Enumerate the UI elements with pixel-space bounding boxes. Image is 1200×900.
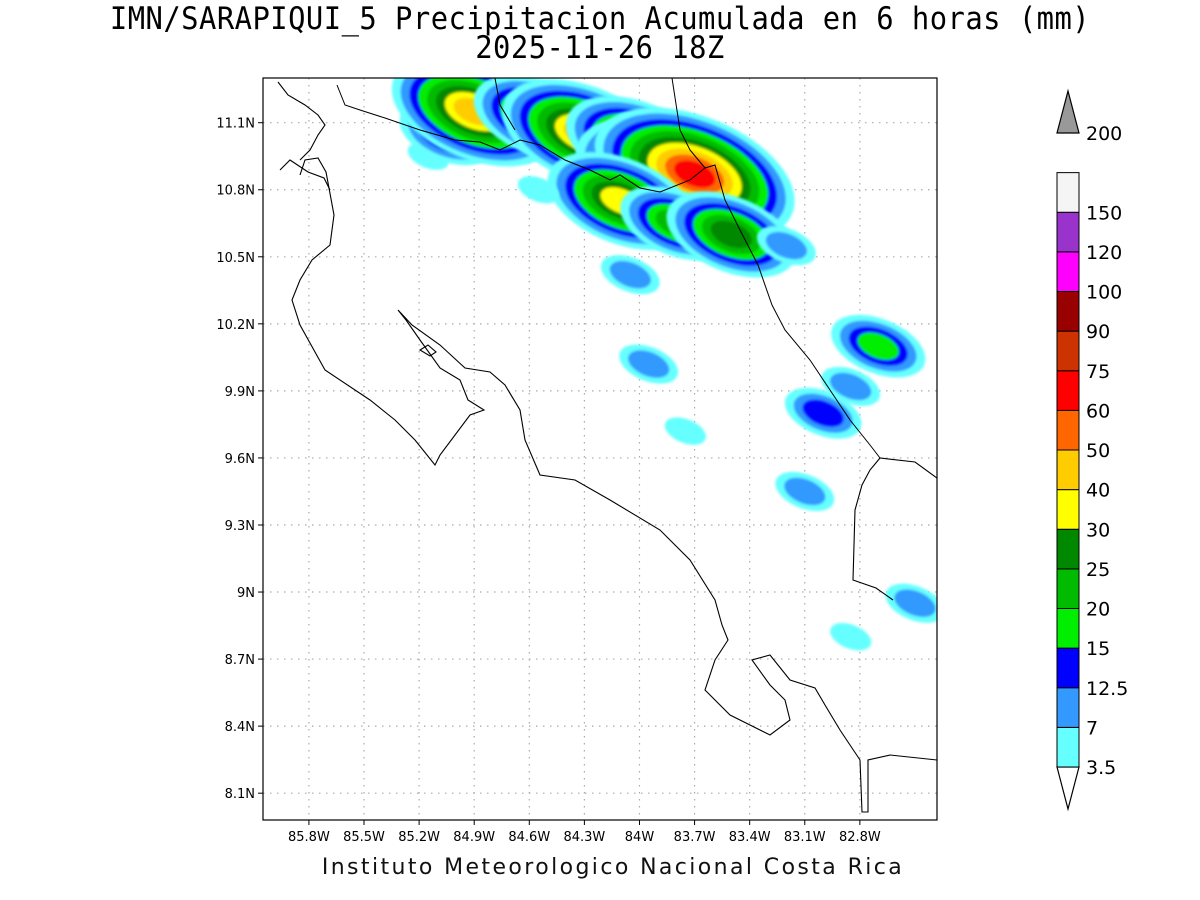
x-tick-label: 85.8W xyxy=(288,830,330,845)
credit-line: Instituto Meteorologico Nacional Costa R… xyxy=(321,855,905,880)
colorbar-label: 12.5 xyxy=(1086,678,1128,700)
colorbar-label: 100 xyxy=(1086,282,1122,304)
precip-cell xyxy=(666,191,797,278)
y-tick-label: 9.3N xyxy=(225,519,255,534)
precip-cell xyxy=(664,417,707,445)
precip-contour xyxy=(609,260,651,289)
coastline-segment xyxy=(291,157,937,813)
colorbar-label: 30 xyxy=(1086,519,1110,541)
precip-cell xyxy=(756,226,816,266)
precip-contour xyxy=(894,589,936,617)
border-line xyxy=(336,84,881,459)
coastline-segment xyxy=(279,159,331,191)
precip-contour xyxy=(857,332,899,360)
coastline xyxy=(277,78,937,813)
longitude-axis: 85.8W 85.5W 85.2W 84.9W 84.6W 84.3W 84W 83.7W 83… xyxy=(288,820,881,845)
colorbar-swatch xyxy=(1056,687,1080,728)
precip-contour xyxy=(830,623,872,651)
colorbar-label: 150 xyxy=(1086,202,1122,224)
colorbar-label: 25 xyxy=(1086,559,1110,581)
colorbar: 3.5 7 12.5 15 20 25 30 40 50 60 75 90 100 120 150 200 xyxy=(1056,88,1128,812)
colorbar-swatch xyxy=(1056,172,1080,213)
colorbar-label: 120 xyxy=(1086,242,1122,264)
precip-cell xyxy=(831,314,926,378)
precip-cell xyxy=(517,176,560,204)
colorbar-arrow-high xyxy=(1056,88,1080,134)
precip-contour xyxy=(710,220,752,249)
precip-contour xyxy=(664,417,707,445)
colorbar-swatch xyxy=(1056,251,1080,292)
colorbar-label: 60 xyxy=(1086,400,1110,422)
x-tick-label: 85.5W xyxy=(343,830,385,845)
colorbar-swatch xyxy=(1056,291,1080,332)
x-tick-label: 84.3W xyxy=(563,830,605,845)
map-title: IMN/SARAPIQUI_5 Precipitacion Acumulada … xyxy=(109,1,1091,37)
colorbar-swatch xyxy=(1056,409,1080,451)
border-line xyxy=(671,78,706,169)
y-tick-label: 11.1N xyxy=(216,117,255,132)
colorbar-swatch xyxy=(1056,211,1080,253)
y-tick-label: 8.1N xyxy=(225,787,255,802)
x-tick-label: 84.6W xyxy=(508,830,550,845)
colorbar-label: 50 xyxy=(1086,440,1110,462)
colorbar-label: 200 xyxy=(1086,123,1122,145)
colorbar-swatch xyxy=(1056,489,1080,530)
coastline-segment xyxy=(418,344,437,357)
y-tick-label: 8.7N xyxy=(225,653,255,668)
precip-cell xyxy=(775,471,835,512)
plot-frame xyxy=(262,77,938,821)
y-tick-label: 9.6N xyxy=(225,452,255,467)
colorbar-label: 75 xyxy=(1086,361,1110,383)
precip-cell xyxy=(885,583,937,623)
colorbar-swatch xyxy=(1056,568,1080,609)
precip-cell xyxy=(830,623,872,651)
colorbar-label: 7 xyxy=(1086,717,1098,739)
y-tick-label: 10.8N xyxy=(216,184,255,199)
precip-contour xyxy=(830,372,872,401)
x-tick-label: 82.8W xyxy=(839,830,881,845)
colorbar-label: 20 xyxy=(1086,599,1110,621)
x-tick-label: 84W xyxy=(625,830,655,845)
coastline-segment xyxy=(277,81,326,161)
y-tick-label: 10.2N xyxy=(216,318,255,333)
precipitation-field xyxy=(391,78,937,651)
colorbar-label: 15 xyxy=(1086,638,1110,660)
precip-contour xyxy=(628,350,670,378)
coastline-segment xyxy=(852,457,937,601)
precip-cell xyxy=(600,255,660,295)
colorbar-swatch xyxy=(1056,647,1080,689)
y-tick-label: 8.4N xyxy=(225,720,255,735)
colorbar-label: 40 xyxy=(1086,480,1110,502)
map-timestamp: 2025-11-26 18Z xyxy=(475,30,725,66)
colorbar-swatch xyxy=(1056,370,1080,411)
x-tick-label: 84.9W xyxy=(453,830,495,845)
precip-contour xyxy=(517,176,560,204)
y-tick-label: 9.9N xyxy=(225,385,255,400)
latitude-axis: 11.1N 10.8N 10.5N 10.2N 9.9N 9.6N 9.3N 9N 8.7N 8.… xyxy=(216,117,263,802)
colorbar-swatch xyxy=(1056,330,1080,372)
y-tick-label: 10.5N xyxy=(216,251,255,266)
precip-cell xyxy=(784,387,862,439)
x-tick-label: 83.7W xyxy=(674,830,716,845)
precip-cell xyxy=(619,344,679,384)
border-line xyxy=(494,78,516,131)
precip-contour xyxy=(765,231,808,260)
colorbar-label: 90 xyxy=(1086,321,1110,343)
colorbar-swatch xyxy=(1056,449,1080,491)
x-tick-label: 83.4W xyxy=(729,830,771,845)
precip-contour xyxy=(802,399,844,427)
colorbar-swatch xyxy=(1056,608,1080,649)
colorbar-swatch xyxy=(1056,528,1080,570)
y-tick-label: 9N xyxy=(237,586,255,601)
precip-contour xyxy=(784,477,826,506)
colorbar-label: 3.5 xyxy=(1086,757,1116,779)
x-tick-label: 83.1W xyxy=(784,830,826,845)
colorbar-arrow-low xyxy=(1056,766,1080,812)
colorbar-swatch xyxy=(1056,726,1080,768)
x-tick-label: 85.2W xyxy=(398,830,440,845)
